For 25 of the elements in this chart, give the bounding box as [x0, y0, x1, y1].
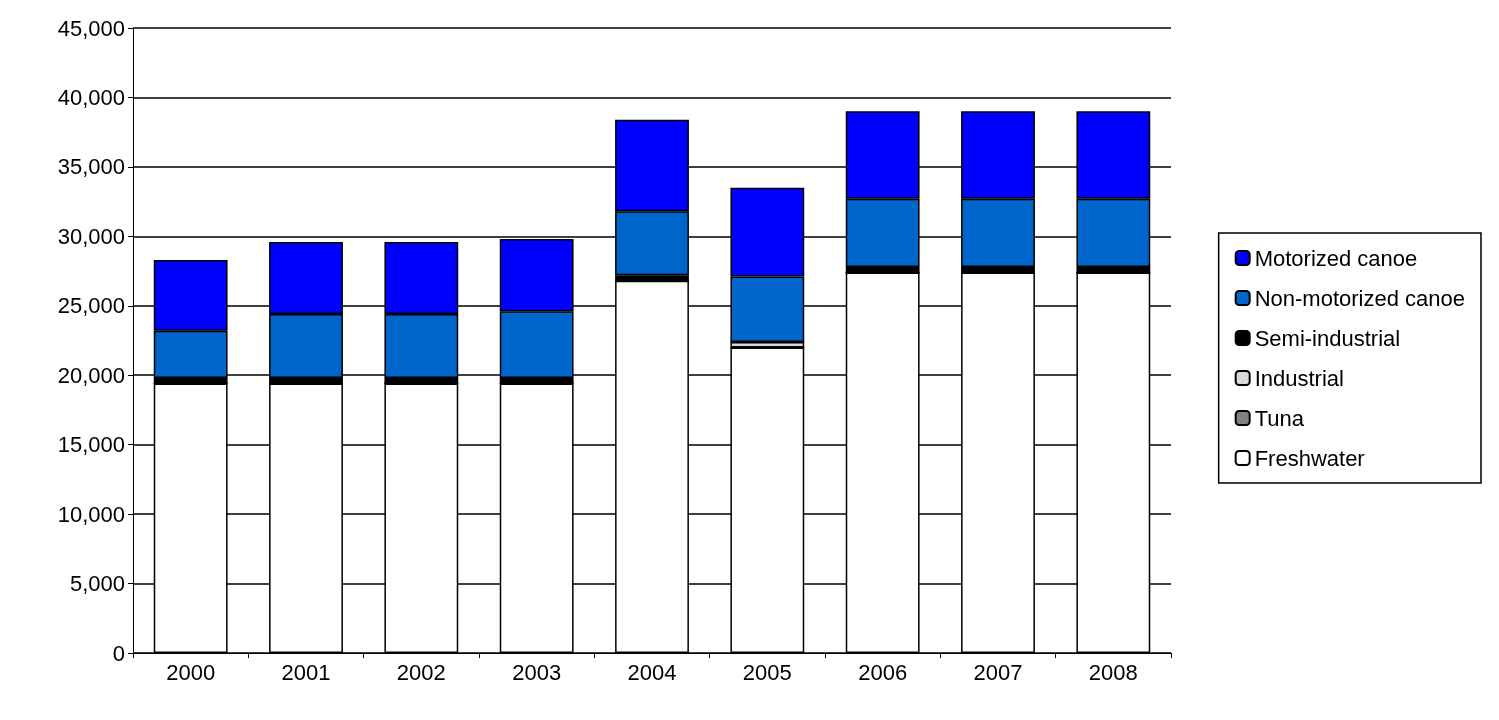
- y-tick-label: 10,000: [57, 501, 125, 527]
- y-tick-label: 0: [112, 640, 125, 666]
- legend-label: Semi-industrial: [1254, 325, 1401, 351]
- y-tick-label: 15,000: [57, 432, 125, 458]
- legend-label: Industrial: [1254, 365, 1344, 391]
- legend-label: Non-motorized canoe: [1254, 285, 1466, 311]
- y-tick-label: 45,000: [57, 15, 125, 41]
- y-tick-label: 40,000: [57, 84, 125, 110]
- legend-label: Freshwater: [1254, 445, 1365, 471]
- legend-label: Motorized canoe: [1254, 245, 1418, 271]
- x-tick-label: 2006: [858, 659, 908, 685]
- legend-label: Tuna: [1254, 405, 1305, 431]
- y-tick-label: 20,000: [57, 362, 125, 388]
- y-tick-label: 5,000: [69, 571, 125, 597]
- x-tick-label: 2008: [1088, 659, 1138, 685]
- y-tick-label: 30,000: [57, 223, 125, 249]
- x-tick-label: 2003: [512, 659, 562, 685]
- x-tick-label: 2007: [973, 659, 1023, 685]
- x-tick-label: 2002: [396, 659, 446, 685]
- x-tick-label: 2000: [166, 659, 216, 685]
- x-tick-label: 2005: [742, 659, 792, 685]
- x-tick-label: 2001: [281, 659, 331, 685]
- y-tick-label: 25,000: [57, 293, 125, 319]
- x-tick-label: 2004: [627, 659, 677, 685]
- y-tick-label: 35,000: [57, 154, 125, 180]
